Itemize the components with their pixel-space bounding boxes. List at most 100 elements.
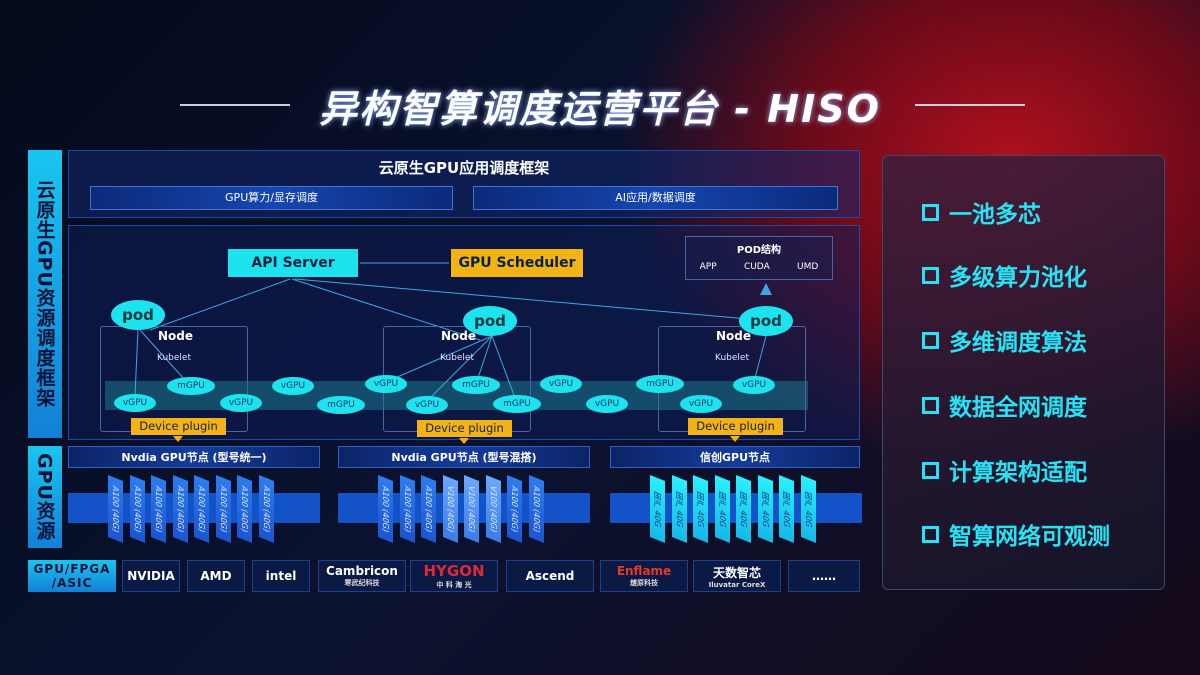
vendor-logo: intel bbox=[252, 560, 310, 592]
vendor-logo: Ascend bbox=[506, 560, 594, 592]
checkbox-square-icon bbox=[922, 525, 939, 543]
api-server-box: API Server bbox=[228, 249, 358, 277]
pod-structure-cuda: CUDA bbox=[743, 262, 770, 272]
app-scheduling-title: 云原生GPU应用调度框架 bbox=[378, 159, 550, 177]
gpu-chip: 国产 40G bbox=[671, 474, 687, 544]
gpu-scheduler-box: GPU Scheduler bbox=[451, 249, 583, 277]
gpu-chip: A100 (40G) bbox=[108, 474, 123, 544]
feature-item: 智算网络可观测 bbox=[922, 517, 1110, 551]
gpu-chip: A100 (40G) bbox=[194, 474, 209, 544]
features-panel bbox=[882, 155, 1165, 590]
gpu-chip: V100 (40G) bbox=[464, 474, 479, 544]
device-plugin-box: Device plugin bbox=[131, 418, 226, 435]
gpu-chip: A100 (40G) bbox=[172, 474, 188, 544]
kubelet-label: Kubelet bbox=[715, 353, 749, 363]
feature-label: 数据全网调度 bbox=[949, 395, 1087, 421]
vgpu-unit: vGPU bbox=[114, 394, 156, 412]
vendor-logo: HYGON 中 科 海 光 bbox=[410, 560, 498, 592]
pod: pod bbox=[111, 300, 165, 330]
node-label: Node bbox=[158, 329, 194, 343]
vgpu-unit: vGPU bbox=[272, 377, 314, 395]
gpu-chip: 国产 40G bbox=[650, 474, 665, 544]
gpu-node-header: 信创GPU节点 bbox=[610, 446, 860, 468]
checkbox-square-icon bbox=[922, 461, 939, 479]
kubelet-label: Kubelet bbox=[157, 353, 191, 363]
vendor-name: AMD bbox=[200, 569, 232, 583]
node-label: Node bbox=[441, 329, 477, 343]
framework-side-label: 云原生GPU资源调度框架 bbox=[28, 150, 62, 438]
mgpu-unit: mGPU bbox=[493, 395, 541, 413]
feature-label: 一池多芯 bbox=[949, 202, 1041, 228]
vendor-subname: 寒武纪科技 bbox=[344, 579, 380, 587]
gpu-chip: A100 (40G) bbox=[129, 474, 145, 544]
vendor-logo: …… bbox=[788, 560, 860, 592]
vendor-logo: NVIDIA bbox=[122, 560, 180, 592]
mgpu-unit: mGPU bbox=[167, 377, 215, 395]
vgpu-unit: vGPU bbox=[540, 375, 582, 393]
vgpu-unit: vGPU bbox=[733, 376, 775, 394]
vendor-logo: AMD bbox=[187, 560, 245, 592]
gpu-node-header: Nvdia GPU节点 (型号统一) bbox=[68, 446, 320, 468]
vendor-logo: Cambricon 寒武纪科技 bbox=[318, 560, 406, 592]
api-node3-link bbox=[294, 278, 761, 321]
vendor-logo: Enflame 燧原科技 bbox=[600, 560, 688, 592]
mgpu-unit: mGPU bbox=[452, 376, 500, 394]
gpu-chip: A100 (40G) bbox=[237, 474, 252, 544]
gpu-memory-scheduling-bar: GPU算力/显存调度 bbox=[90, 186, 453, 210]
chip-types-label: GPU/FPGA /ASIC bbox=[28, 560, 116, 592]
title-decoration-left bbox=[180, 104, 290, 106]
checkbox-square-icon bbox=[922, 266, 939, 284]
gpu-chip: A100 (40G) bbox=[528, 474, 544, 544]
vgpu-unit: vGPU bbox=[586, 395, 628, 413]
gpu-chip: A100 (40G) bbox=[507, 474, 522, 544]
gpu-chip: A100 (40G) bbox=[151, 474, 166, 544]
vendor-name: intel bbox=[265, 569, 297, 583]
vgpu-unit: vGPU bbox=[220, 394, 262, 412]
pod: pod bbox=[739, 306, 793, 336]
pod: pod bbox=[463, 306, 517, 336]
gpu-chip: A100 (40G) bbox=[215, 474, 231, 544]
vendor-name: Cambricon bbox=[326, 564, 398, 578]
mgpu-unit: mGPU bbox=[636, 375, 684, 393]
gpu-chip: 国产 40G bbox=[693, 474, 708, 544]
feature-label: 多维调度算法 bbox=[949, 330, 1087, 356]
feature-item: 一池多芯 bbox=[922, 195, 1041, 229]
device-plugin-box: Device plugin bbox=[688, 418, 783, 435]
gpu-chip: A100 (40G) bbox=[258, 474, 274, 544]
gpu-node-header: Nvdia GPU节点 (型号混搭) bbox=[338, 446, 590, 468]
ai-data-scheduling-bar: AI应用/数据调度 bbox=[473, 186, 838, 210]
vendor-name: 天数智芯 bbox=[712, 565, 761, 580]
vendor-subname: 中 科 海 光 bbox=[436, 581, 472, 589]
feature-item: 计算架构适配 bbox=[922, 453, 1087, 487]
page-title: 异构智算调度运营平台 - HISO bbox=[319, 87, 881, 131]
feature-label: 智算网络可观测 bbox=[949, 524, 1110, 550]
vgpu-unit: vGPU bbox=[365, 375, 407, 393]
vendor-name: …… bbox=[812, 569, 836, 583]
gpu-chip: V100 (40G) bbox=[485, 474, 501, 544]
vgpu-unit: vGPU bbox=[406, 396, 448, 414]
vendor-name: Ascend bbox=[525, 569, 575, 583]
checkbox-square-icon bbox=[922, 203, 939, 221]
resources-side-label: GPU资源 bbox=[28, 446, 62, 548]
title-decoration-right bbox=[915, 104, 1025, 106]
api-node2-link bbox=[291, 278, 481, 341]
vendor-name: NVIDIA bbox=[127, 569, 175, 583]
mgpu-unit: mGPU bbox=[317, 396, 365, 414]
pod-structure-umd: UMD bbox=[797, 262, 819, 272]
vendor-subname: 燧原科技 bbox=[630, 579, 658, 587]
vendor-name: HYGON bbox=[423, 562, 485, 580]
feature-item: 多维调度算法 bbox=[922, 323, 1087, 357]
pod-structure-title: POD结构 bbox=[736, 245, 782, 256]
node-label: Node bbox=[716, 329, 752, 343]
checkbox-square-icon bbox=[922, 331, 939, 349]
api-node1-link bbox=[149, 278, 291, 331]
checkbox-square-icon bbox=[922, 396, 939, 414]
gpu-chip: V100 (40G) bbox=[442, 474, 458, 544]
feature-label: 多级算力池化 bbox=[949, 265, 1087, 291]
pod-structure-app: APP bbox=[699, 262, 717, 272]
gpu-chip: 国产 40G bbox=[757, 474, 773, 544]
feature-label: 计算架构适配 bbox=[949, 460, 1087, 486]
vendor-name: Enflame bbox=[616, 564, 672, 578]
gpu-chip: A100 (40G) bbox=[421, 474, 436, 544]
